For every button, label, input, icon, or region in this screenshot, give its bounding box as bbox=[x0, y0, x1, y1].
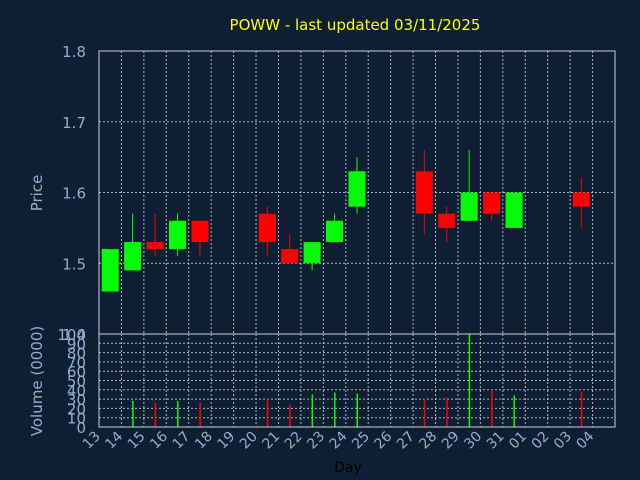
volume-frame bbox=[98, 333, 616, 428]
candle-body bbox=[146, 242, 164, 250]
candle-body bbox=[169, 220, 187, 250]
volume-tick-label: 50 bbox=[67, 373, 86, 391]
day-tick-label: 04 bbox=[573, 428, 597, 452]
volume-axis-label: Volume (0000) bbox=[28, 326, 46, 436]
volume-bar bbox=[334, 392, 336, 427]
volume-bar bbox=[491, 389, 493, 427]
volume-bar bbox=[513, 395, 516, 427]
candle-body bbox=[101, 249, 119, 292]
volume-tick-label: 40 bbox=[67, 382, 86, 400]
candles bbox=[101, 150, 590, 292]
volume-tick-label: 100 bbox=[57, 326, 86, 344]
price-tick-label: 1.7 bbox=[62, 114, 86, 132]
day-tick-label: 16 bbox=[147, 428, 171, 452]
volume-bar bbox=[468, 334, 471, 427]
volume-tick-label: 30 bbox=[67, 391, 86, 409]
volume-bar bbox=[580, 391, 583, 427]
volume-tick-label: 10 bbox=[67, 410, 86, 428]
volume-bar bbox=[446, 397, 448, 427]
price-axis-label: Price bbox=[28, 175, 46, 212]
day-tick-label: 19 bbox=[215, 429, 239, 453]
day-tick-label: 01 bbox=[506, 429, 530, 453]
price-grid bbox=[99, 50, 615, 335]
volume-bar bbox=[356, 393, 358, 427]
volume-tick-label: 80 bbox=[67, 345, 86, 363]
day-tick-label: 21 bbox=[259, 429, 283, 453]
chart-title: POWW - last updated 03/11/2025 bbox=[230, 16, 481, 34]
day-tick-label: 27 bbox=[394, 429, 418, 453]
candle-body bbox=[438, 213, 456, 228]
day-tick-label: 02 bbox=[529, 429, 553, 453]
volume-tick-label: 0 bbox=[76, 419, 86, 437]
volume-tick-label: 20 bbox=[67, 400, 86, 418]
candle-body bbox=[483, 192, 501, 214]
day-tick-label: 03 bbox=[551, 429, 575, 453]
candle-body bbox=[572, 192, 590, 207]
day-tick-label: 17 bbox=[170, 429, 194, 453]
candle-body bbox=[505, 192, 523, 228]
volume-bars bbox=[132, 334, 583, 427]
day-tick-label: 26 bbox=[372, 428, 396, 452]
x-axis-label: Day bbox=[334, 460, 362, 476]
day-tick-label: 15 bbox=[125, 429, 149, 453]
volume-bar bbox=[289, 404, 291, 427]
volume-bar bbox=[311, 394, 314, 427]
day-tick-label: 18 bbox=[192, 429, 216, 453]
candle-body bbox=[191, 220, 209, 243]
volume-tick-label: 70 bbox=[67, 354, 86, 372]
volume-tick-label: 90 bbox=[67, 335, 86, 353]
volume-tick-label: 60 bbox=[67, 363, 86, 381]
day-tick-label: 14 bbox=[102, 428, 126, 452]
candle-body bbox=[281, 249, 299, 264]
candle-body bbox=[460, 192, 478, 221]
volume-bar bbox=[154, 402, 157, 427]
price-tick-label: 1.8 bbox=[62, 43, 86, 61]
candle-body bbox=[303, 242, 321, 264]
candle-body bbox=[258, 213, 276, 243]
volume-bar bbox=[199, 402, 201, 427]
candle-body bbox=[415, 171, 433, 214]
candle-body bbox=[124, 242, 142, 271]
volume-bar bbox=[423, 398, 426, 427]
price-tick-label: 1.4 bbox=[62, 326, 86, 344]
price-ticks: 1.4 1.5 1.6 1.7 1.8 bbox=[62, 43, 86, 344]
day-tick-label: 24 bbox=[327, 428, 351, 452]
day-tick-label: 29 bbox=[439, 429, 463, 453]
day-ticks: 1314151617181920212223242526272829303101… bbox=[80, 428, 598, 452]
day-tick-label: 22 bbox=[282, 429, 306, 453]
day-tick-label: 30 bbox=[461, 429, 485, 453]
candle-body bbox=[326, 220, 344, 243]
day-tick-label: 31 bbox=[484, 429, 508, 453]
day-tick-label: 25 bbox=[349, 429, 373, 453]
candle-body bbox=[348, 171, 366, 207]
day-tick-label: 28 bbox=[416, 429, 440, 453]
price-tick-label: 1.5 bbox=[62, 255, 86, 273]
volume-bar bbox=[266, 399, 269, 427]
volume-bar bbox=[132, 400, 134, 427]
volume-bar bbox=[177, 400, 179, 427]
day-tick-label: 23 bbox=[304, 429, 328, 453]
price-tick-label: 1.6 bbox=[62, 185, 86, 203]
day-tick-label: 20 bbox=[237, 429, 261, 453]
